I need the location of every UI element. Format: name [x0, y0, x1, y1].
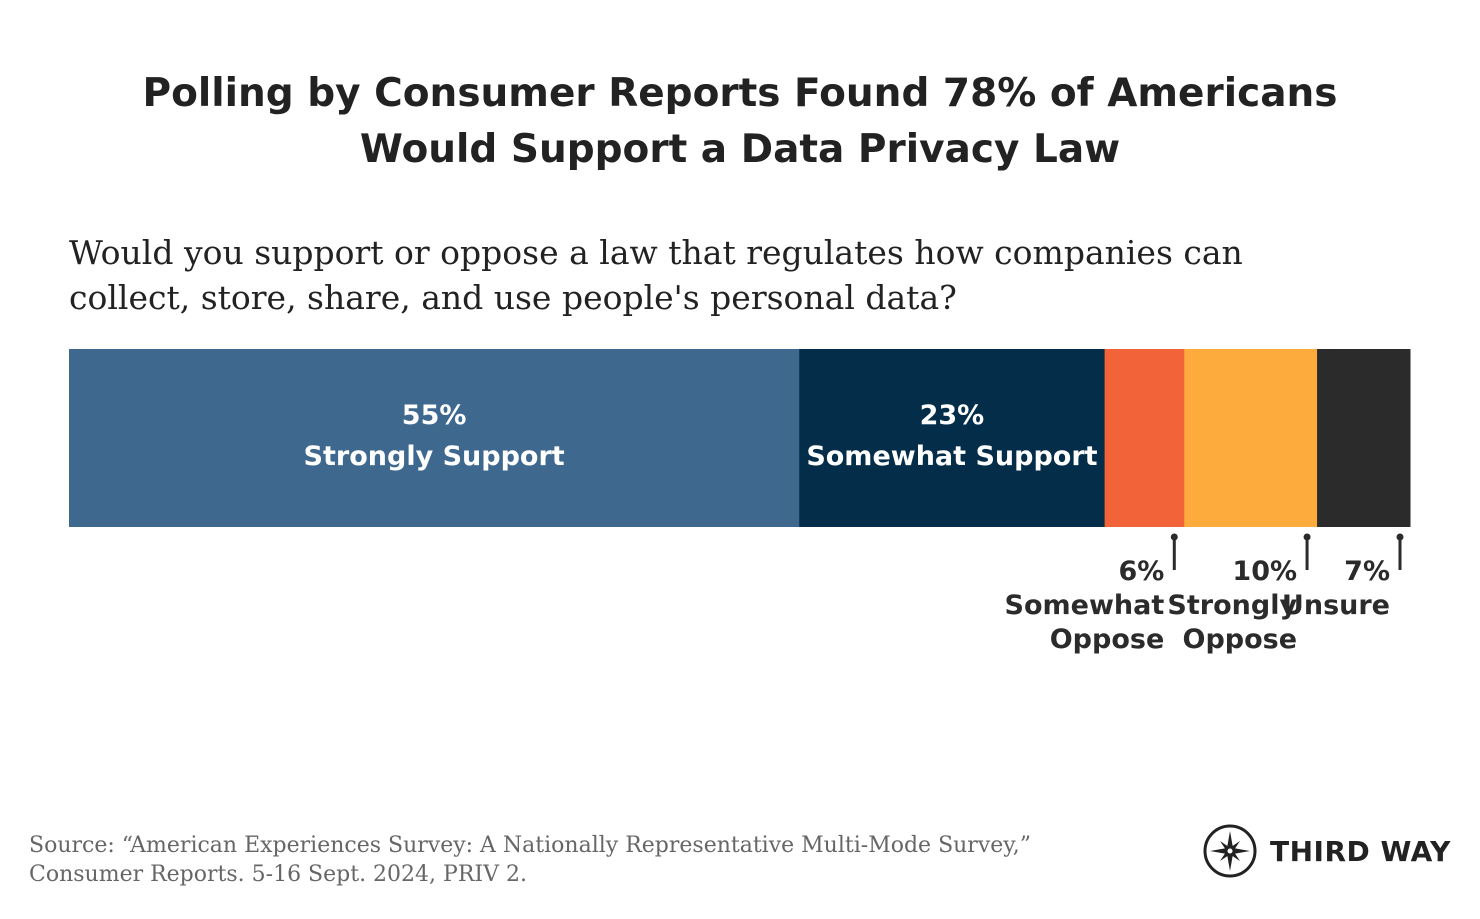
bar-category-label: Somewhat: [1005, 590, 1165, 621]
question-line: Would you support or oppose a law that r…: [69, 233, 1243, 272]
pointer-dot: [1303, 533, 1311, 541]
bar-value-label: 55%: [402, 400, 467, 431]
bar-segment: [1104, 349, 1185, 527]
bar-segment: [799, 349, 1106, 527]
bar-value-label: 7%: [1344, 556, 1390, 587]
bar-category-label: Oppose: [1183, 624, 1298, 655]
bar-category-label: Strongly Support: [304, 441, 565, 472]
bar-value-label: 23%: [920, 400, 985, 431]
bar-value-label: 10%: [1232, 556, 1297, 587]
question-line: collect, store, share, and use people's …: [69, 278, 957, 317]
title-line: Would Support a Data Privacy Law: [359, 127, 1121, 172]
source-line: Consumer Reports. 5-16 Sept. 2024, PRIV …: [29, 862, 527, 887]
bar-category-label: Oppose: [1050, 624, 1165, 655]
bar-category-label: Somewhat Support: [806, 441, 1097, 472]
compass-star-icon: [1203, 824, 1257, 878]
survey-question: Would you support or oppose a law that r…: [69, 230, 1369, 320]
bar-segment: [69, 349, 800, 527]
bar-category-label: Unsure: [1282, 590, 1390, 621]
pointer-dot: [1396, 533, 1404, 541]
bar-segment: [1184, 349, 1318, 527]
logo-text: THIRD WAY: [1270, 834, 1451, 868]
bar-category-label: Strongly: [1167, 590, 1297, 621]
chart-title: Polling by Consumer Reports Found 78% of…: [0, 66, 1480, 178]
title-line: Polling by Consumer Reports Found 78% of…: [142, 71, 1338, 116]
pointer-dot: [1170, 533, 1178, 541]
bar-segment: [1317, 349, 1411, 527]
source-line: Source: “American Experiences Survey: A …: [29, 833, 1032, 858]
bar-value-label: 6%: [1118, 556, 1164, 587]
third-way-logo: THIRD WAY: [1202, 823, 1451, 879]
source-note: Source: “American Experiences Survey: A …: [29, 831, 1031, 889]
